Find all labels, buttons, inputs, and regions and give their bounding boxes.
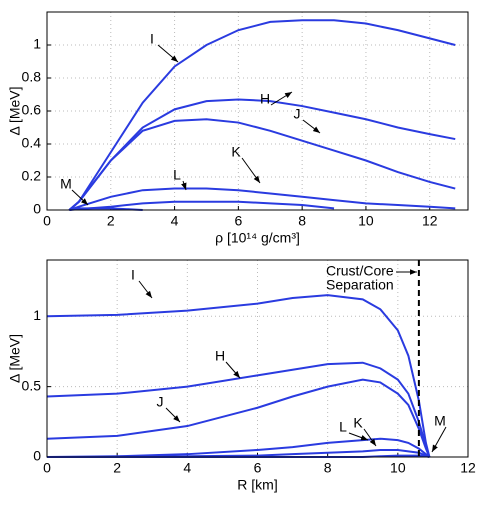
arrow xyxy=(138,280,153,299)
curve xyxy=(69,207,143,211)
y-tick-label: 0.4 xyxy=(22,135,42,151)
y-tick-label: 0.6 xyxy=(22,102,42,118)
curve-label: K xyxy=(353,415,363,431)
arrow xyxy=(431,426,447,453)
y-tick-label: 0.8 xyxy=(22,69,42,85)
y-axis-label: Δ [MeV] xyxy=(7,334,23,383)
arrow xyxy=(71,189,89,206)
arrow xyxy=(157,44,179,63)
curve xyxy=(68,19,456,211)
x-axis-label: R [km] xyxy=(237,477,277,493)
x-tick-label: 6 xyxy=(254,460,262,476)
x-tick-label: 6 xyxy=(234,213,242,229)
x-tick-label: 10 xyxy=(358,213,374,229)
curve xyxy=(46,437,431,458)
x-tick-label: 2 xyxy=(107,213,115,229)
y-tick-label: 0 xyxy=(33,201,41,217)
arrow xyxy=(241,157,261,184)
curve-label: L xyxy=(339,419,347,435)
x-tick-label: 8 xyxy=(324,460,332,476)
curve-label: J xyxy=(157,394,164,410)
annotation: Separation xyxy=(326,277,394,293)
arrow xyxy=(165,407,181,423)
x-tick-label: 4 xyxy=(171,213,179,229)
y-tick-label: 1 xyxy=(33,36,41,52)
x-tick-label: 0 xyxy=(43,213,51,229)
y-tick-label: 0.2 xyxy=(22,168,42,184)
curve-label: L xyxy=(173,167,181,183)
y-tick-label: 0.5 xyxy=(22,377,42,393)
arrow xyxy=(181,180,187,191)
curve-label: M xyxy=(60,176,72,192)
x-tick-label: 8 xyxy=(298,213,306,229)
curve-label: H xyxy=(215,348,225,364)
curve-label: H xyxy=(260,91,270,107)
curve-label: I xyxy=(150,31,154,47)
y-tick-label: 1 xyxy=(33,307,41,323)
arrow xyxy=(363,428,377,447)
x-tick-label: 10 xyxy=(390,460,406,476)
annotation: Crust/Core xyxy=(326,263,394,279)
y-tick-label: 0 xyxy=(33,448,41,464)
x-tick-label: 0 xyxy=(43,460,51,476)
x-tick-label: 2 xyxy=(113,460,121,476)
curve xyxy=(68,118,456,211)
curve-label: I xyxy=(131,267,135,283)
arrow xyxy=(225,361,241,379)
curve-label: J xyxy=(294,106,301,122)
x-tick-label: 4 xyxy=(183,460,191,476)
curve xyxy=(68,187,456,211)
curve-label: K xyxy=(231,144,241,160)
curve xyxy=(46,361,431,458)
arrow xyxy=(302,119,321,134)
y-axis-label: Δ [MeV] xyxy=(7,86,23,135)
x-tick-label: 12 xyxy=(460,460,476,476)
axes-frame xyxy=(46,11,469,211)
arrow xyxy=(348,432,369,441)
arrow xyxy=(270,91,293,106)
curve-label: M xyxy=(434,413,446,429)
curve xyxy=(46,378,431,458)
axes-frame xyxy=(46,259,469,458)
x-axis-label: ρ [10¹⁴ g/cm³] xyxy=(215,230,300,246)
x-tick-label: 12 xyxy=(422,213,438,229)
